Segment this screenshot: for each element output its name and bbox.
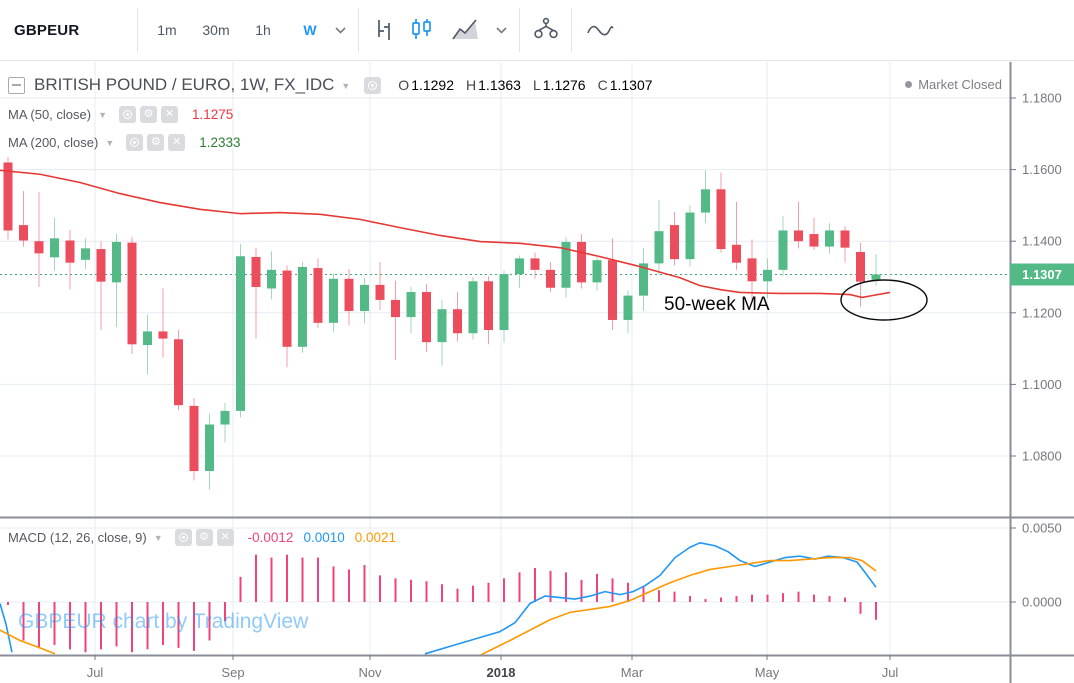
macd-signal-value: 0.0021: [354, 529, 397, 545]
open-label: O: [398, 77, 410, 93]
toolbar-separator: [358, 8, 359, 52]
main-pane-header: BRITISH POUND / EURO, 1W, FX_IDC ▼ O 1.12…: [8, 74, 653, 96]
ma200-dropdown-chevron-icon[interactable]: ▼: [105, 138, 115, 148]
svg-text:1.1200: 1.1200: [1022, 305, 1062, 320]
toolbar-separator: [519, 8, 520, 52]
macd-settings-button[interactable]: ⚙: [195, 528, 213, 546]
title-dropdown-chevron-icon[interactable]: ▼: [341, 81, 351, 91]
market-status-badge: Market Closed: [905, 77, 1002, 92]
eye-icon: [368, 80, 378, 90]
svg-text:Nov: Nov: [358, 665, 382, 680]
high-value: 1.1363: [478, 77, 521, 93]
interval-dropdown-chevron-icon[interactable]: [331, 0, 349, 60]
ma50-settings-button[interactable]: ⚙: [140, 105, 158, 123]
candles-chart-icon[interactable]: [405, 0, 439, 60]
bars-chart-icon[interactable]: [368, 0, 400, 60]
close-value: 1.1307: [609, 77, 653, 93]
top-toolbar: GBPEUR 1m 30m 1h W: [0, 0, 1074, 61]
chart-style-dropdown-chevron-icon[interactable]: [492, 0, 510, 60]
ma200-settings-button[interactable]: ⚙: [147, 133, 165, 151]
gear-icon: ⚙: [143, 107, 154, 120]
toolbar-separator: [571, 8, 572, 52]
close-label: C: [597, 77, 608, 93]
annotation-50-week-ma: 50-week MA: [664, 294, 770, 315]
svg-text:1.0800: 1.0800: [1022, 449, 1062, 464]
svg-text:1.1000: 1.1000: [1022, 377, 1062, 392]
toolbar-separator: [137, 8, 138, 52]
svg-text:1.1800: 1.1800: [1022, 91, 1062, 106]
open-value: 1.1292: [411, 77, 455, 93]
svg-text:1.1600: 1.1600: [1022, 162, 1062, 177]
macd-remove-button[interactable]: ✕: [216, 528, 234, 546]
macd-line-value: 0.0010: [303, 529, 345, 545]
ma200-visibility-button[interactable]: [126, 133, 144, 151]
ohlc-readout: O 1.1292 H 1.1363 L 1.1276 C 1.1307: [398, 77, 652, 93]
interval-1m-button[interactable]: 1m: [157, 22, 177, 38]
high-label: H: [466, 77, 477, 93]
interval-1h-button[interactable]: 1h: [255, 22, 271, 38]
tradingview-watermark: GBPEUR chart by TradingView: [18, 610, 309, 633]
market-status-text: Market Closed: [918, 77, 1002, 92]
svg-text:0.0000: 0.0000: [1022, 595, 1062, 610]
interval-30m-button[interactable]: 30m: [202, 22, 230, 38]
macd-hist-value: -0.0012: [247, 529, 294, 545]
macd-label[interactable]: MACD (12, 26, close, 9): [8, 529, 147, 545]
svg-text:Mar: Mar: [621, 665, 644, 680]
ma200-remove-button[interactable]: ✕: [168, 133, 186, 151]
line-wave-icon[interactable]: [582, 0, 618, 60]
svg-text:0.0050: 0.0050: [1022, 521, 1062, 536]
macd-visibility-button[interactable]: [174, 528, 192, 546]
svg-text:Jul: Jul: [87, 665, 104, 680]
compare-scales-icon[interactable]: [527, 0, 565, 60]
close-icon: ✕: [164, 107, 175, 120]
ma200-legend-row: MA (200, close) ▼ ⚙ ✕ 1.2333: [8, 133, 241, 151]
symbol-button[interactable]: GBPEUR: [14, 21, 80, 39]
svg-text:May: May: [755, 665, 780, 680]
gear-icon: ⚙: [150, 135, 161, 148]
eye-icon: [123, 109, 133, 119]
gear-icon: ⚙: [199, 530, 210, 543]
status-dot-icon: [905, 81, 913, 88]
svg-text:1.1400: 1.1400: [1022, 234, 1062, 249]
macd-legend-row: MACD (12, 26, close, 9) ▼ ⚙ ✕ -0.0012 0.…: [8, 528, 396, 546]
close-icon: ✕: [220, 530, 230, 543]
ma50-visibility-button[interactable]: [119, 105, 137, 123]
low-value: 1.1276: [542, 77, 586, 93]
area-chart-icon[interactable]: [447, 0, 485, 60]
ma50-remove-button[interactable]: ✕: [161, 105, 179, 123]
interval-W-button[interactable]: W: [303, 22, 317, 38]
collapse-pane-icon[interactable]: [8, 76, 25, 94]
eye-icon: [178, 532, 188, 542]
ma50-dropdown-chevron-icon[interactable]: ▼: [98, 110, 108, 120]
svg-text:2018: 2018: [487, 665, 516, 680]
svg-text:1.1307: 1.1307: [1022, 267, 1062, 282]
ma50-value: 1.1275: [192, 106, 234, 122]
low-label: L: [532, 77, 541, 93]
ma50-legend-row: MA (50, close) ▼ ⚙ ✕ 1.1275: [8, 105, 233, 123]
ma200-value: 1.2333: [199, 134, 241, 150]
close-icon: ✕: [172, 135, 182, 148]
symbol-title[interactable]: BRITISH POUND / EURO, 1W, FX_IDC: [34, 75, 335, 94]
macd-dropdown-chevron-icon[interactable]: ▼: [153, 533, 163, 543]
eye-icon: [130, 137, 140, 147]
svg-text:Jul: Jul: [882, 665, 899, 680]
svg-text:Sep: Sep: [221, 665, 244, 680]
toggle-visibility-button[interactable]: [364, 76, 382, 94]
ma50-label[interactable]: MA (50, close): [8, 106, 92, 122]
ma200-label[interactable]: MA (200, close): [8, 134, 99, 150]
